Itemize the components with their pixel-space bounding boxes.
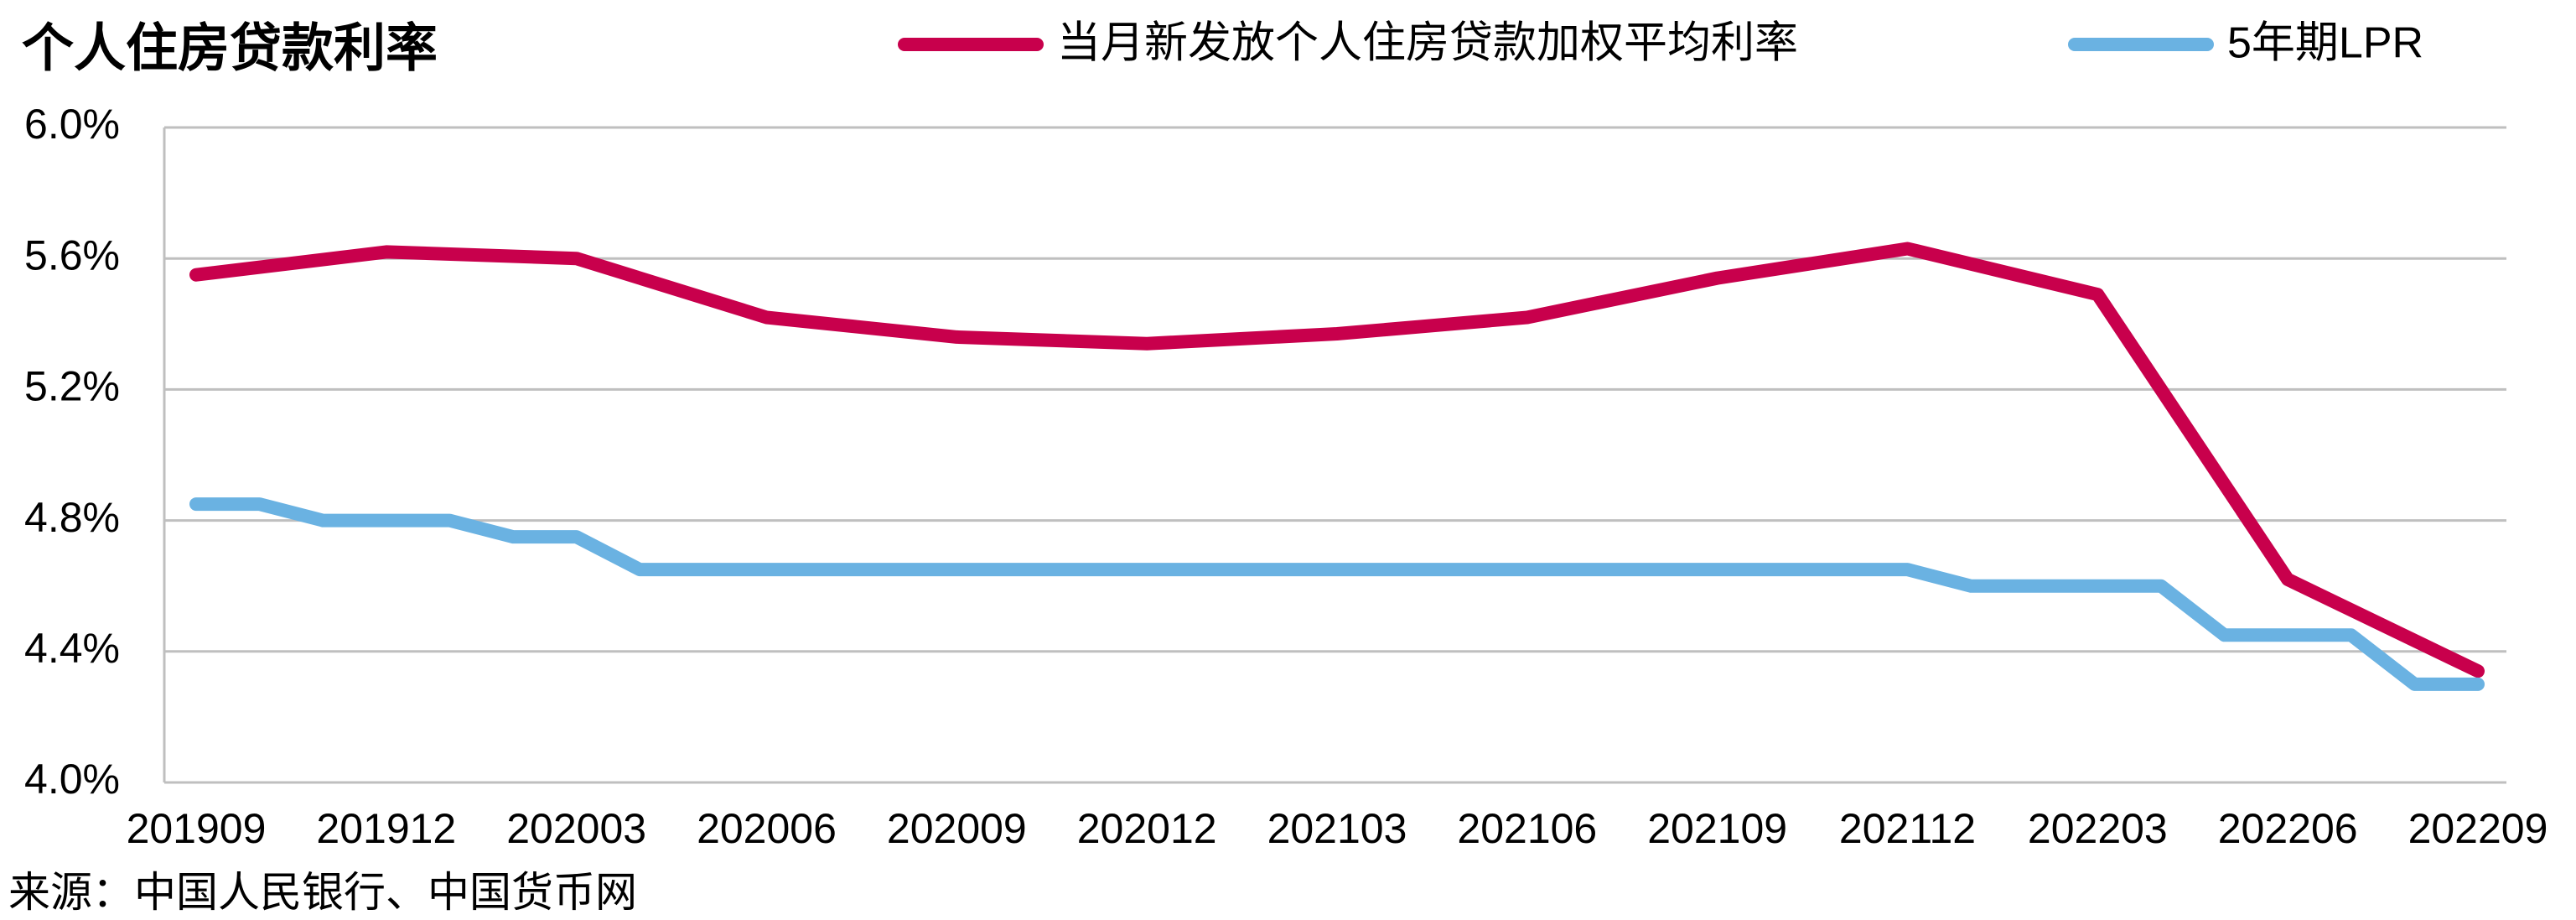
- x-tick-label: 202206: [2218, 805, 2358, 852]
- x-tick-label: 202209: [2408, 805, 2548, 852]
- y-tick-label: 4.8%: [24, 494, 120, 541]
- y-tick-label: 5.2%: [24, 363, 120, 410]
- x-tick-label: 202103: [1267, 805, 1407, 852]
- x-tick-label: 202106: [1457, 805, 1597, 852]
- y-tick-label: 5.6%: [24, 231, 120, 278]
- x-tick-label: 202203: [2028, 805, 2168, 852]
- y-tick-label: 4.0%: [24, 756, 120, 803]
- x-tick-label: 202003: [506, 805, 646, 852]
- x-tick-label: 202012: [1077, 805, 1217, 852]
- x-tick-label: 201909: [127, 805, 267, 852]
- legend-label: 当月新发放个人住房贷款加权平均利率: [1057, 19, 1798, 68]
- x-tick-label: 202109: [1647, 805, 1787, 852]
- chart-title: 个人住房贷款利率: [22, 19, 438, 77]
- series-line: [189, 242, 2485, 678]
- y-tick-label: 4.4%: [24, 625, 120, 672]
- y-tick-label: 6.0%: [24, 101, 120, 148]
- legend-label: 5年期LPR: [2227, 19, 2423, 68]
- x-tick-label: 201912: [316, 805, 456, 852]
- x-tick-label: 202006: [697, 805, 837, 852]
- x-tick-label: 202112: [1839, 805, 1976, 852]
- source-note: 来源：中国人民银行、中国货币网: [8, 869, 637, 916]
- x-tick-label: 202009: [887, 805, 1027, 852]
- series-line: [189, 497, 2485, 691]
